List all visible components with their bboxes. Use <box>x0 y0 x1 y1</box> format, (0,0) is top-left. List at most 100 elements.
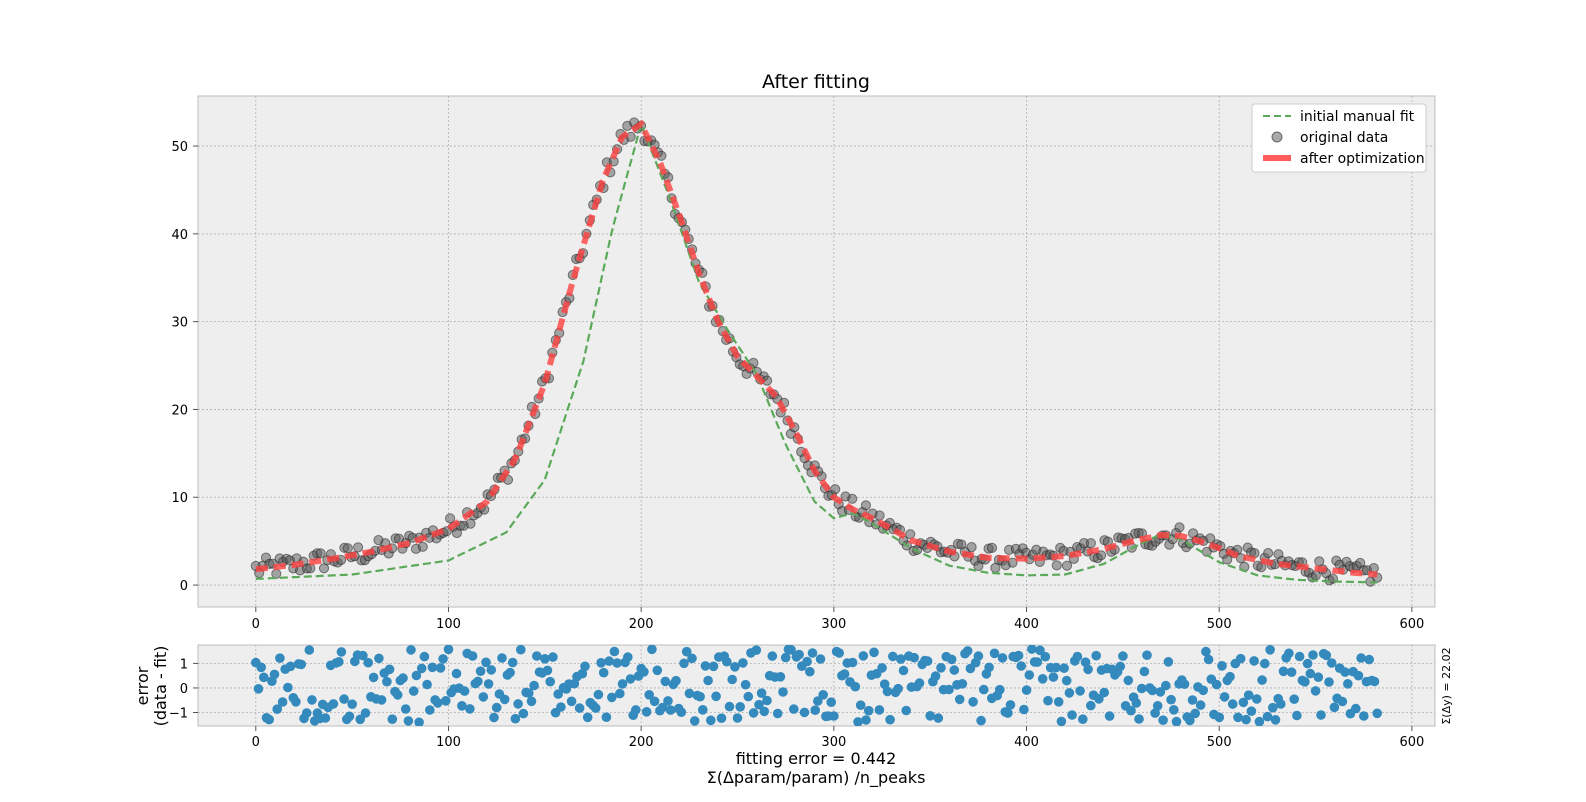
main-plot-area <box>197 95 1436 608</box>
residual-point <box>810 705 820 715</box>
residual-point <box>1356 653 1366 663</box>
residual-point <box>1131 698 1142 708</box>
residual-point <box>863 705 874 716</box>
residual-point <box>962 646 973 656</box>
residual-point <box>427 662 438 673</box>
y-tick-label: 10 <box>171 491 188 506</box>
residual-point <box>786 645 796 655</box>
residual-point <box>1198 685 1208 696</box>
residual-point <box>813 696 823 706</box>
residual-point <box>695 691 705 702</box>
residual-point <box>1254 716 1265 726</box>
residual-point <box>1353 670 1364 681</box>
residual-point <box>826 697 836 707</box>
residual-point <box>433 698 443 708</box>
y-tick-label: 50 <box>171 140 188 155</box>
residual-point <box>612 658 622 668</box>
residual-point <box>1217 661 1227 671</box>
residual-point <box>577 668 588 679</box>
residual-point <box>1086 700 1096 711</box>
residual-point <box>1040 651 1051 662</box>
residual-point <box>374 653 384 664</box>
data-point <box>1007 557 1018 568</box>
residual-point <box>799 707 810 718</box>
residual-point <box>751 645 762 655</box>
residual-point <box>979 684 989 695</box>
residual-point <box>1064 688 1075 698</box>
data-point <box>986 542 998 554</box>
residual-point <box>376 695 387 705</box>
residual-point <box>647 645 657 655</box>
main-axes: 0 100 200 300 400 500 600 0 10 20 30 40 50 After fi… <box>171 71 1436 632</box>
residual-point <box>1139 666 1150 677</box>
residual-point <box>507 657 518 668</box>
x-tick-label: 300 <box>821 735 846 750</box>
x-tick-label: 100 <box>436 735 461 750</box>
residual-point <box>1161 680 1171 691</box>
residual-point <box>358 650 368 661</box>
residual-point <box>473 676 483 687</box>
residual-x-ticks: 0 100 200 300 400 500 600 <box>252 726 1424 750</box>
residual-point <box>1104 711 1115 721</box>
residual-point <box>553 689 563 699</box>
residual-point <box>1292 710 1302 721</box>
residual-point <box>909 652 919 663</box>
residual-point <box>735 702 745 712</box>
y-tick-label: 40 <box>171 228 188 243</box>
residual-point <box>1051 662 1061 673</box>
residual-point <box>1235 653 1246 664</box>
residual-point <box>1118 651 1128 661</box>
residual-ylabel-line2: (data - fit) <box>151 646 170 727</box>
residual-point <box>435 663 446 673</box>
residual-point <box>740 679 751 690</box>
residual-xlabel-line1: fitting error = 0.442 <box>736 749 897 768</box>
residual-point <box>930 671 941 681</box>
residual-point <box>545 676 555 687</box>
residual-point <box>510 713 521 724</box>
residual-point <box>1364 654 1374 665</box>
residual-point <box>524 688 534 698</box>
residual-point <box>253 684 264 694</box>
residual-point <box>738 658 748 668</box>
residual-point <box>400 704 411 714</box>
residual-point <box>882 686 893 697</box>
data-point <box>860 500 872 511</box>
residual-point <box>724 701 735 712</box>
residual-point <box>732 713 743 723</box>
x-tick-label: 300 <box>821 617 846 632</box>
residual-point <box>687 653 697 664</box>
residual-point <box>363 657 374 668</box>
residual-point <box>671 675 681 686</box>
residual-point <box>264 714 275 725</box>
residual-point <box>888 651 898 662</box>
data-point <box>1263 548 1274 559</box>
residual-point <box>1067 710 1077 720</box>
residual-point <box>722 656 732 667</box>
residual-point <box>807 648 818 658</box>
residual-point <box>762 695 772 706</box>
residual-point <box>1214 712 1225 723</box>
residual-point <box>1187 695 1198 705</box>
residual-point <box>275 653 285 663</box>
residual-point <box>296 659 307 670</box>
data-point <box>905 529 916 540</box>
residual-point <box>1302 658 1313 669</box>
residual-point <box>1313 672 1324 682</box>
residual-point <box>344 711 355 722</box>
residual-point <box>855 700 866 710</box>
residual-point <box>438 654 448 664</box>
x-tick-label: 400 <box>1014 617 1039 632</box>
residual-point <box>896 654 906 664</box>
residual-point <box>1252 694 1262 704</box>
x-tick-label: 500 <box>1207 735 1232 750</box>
residual-point <box>700 661 711 671</box>
residual-point <box>1171 716 1182 726</box>
residual-point <box>794 649 804 660</box>
residual-point <box>767 651 778 661</box>
residual-point <box>748 708 759 718</box>
initial-fit-line <box>255 120 1378 584</box>
residual-point <box>1243 690 1254 700</box>
residual-point <box>441 696 451 706</box>
residual-point <box>1179 679 1190 689</box>
